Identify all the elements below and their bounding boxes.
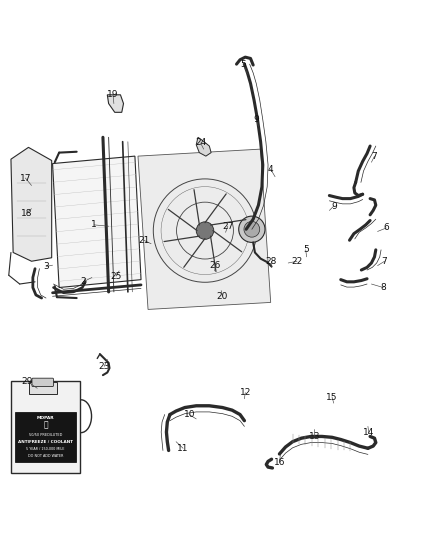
Text: 15: 15 xyxy=(326,392,338,401)
Polygon shape xyxy=(11,147,52,261)
Text: 12: 12 xyxy=(240,388,251,397)
Text: 19: 19 xyxy=(107,90,119,99)
Text: 25: 25 xyxy=(110,272,122,281)
Text: 20: 20 xyxy=(217,292,228,301)
Text: 27: 27 xyxy=(222,222,233,231)
Polygon shape xyxy=(107,95,124,112)
Text: Ⓜ: Ⓜ xyxy=(43,420,48,429)
Text: 9: 9 xyxy=(253,115,259,124)
Text: 5: 5 xyxy=(240,60,246,69)
Text: 17: 17 xyxy=(20,174,31,182)
Text: 13: 13 xyxy=(309,432,320,441)
Text: 16: 16 xyxy=(274,458,285,467)
Circle shape xyxy=(244,221,260,237)
Text: 23: 23 xyxy=(99,362,110,371)
Text: 26: 26 xyxy=(210,261,221,270)
Text: 9: 9 xyxy=(331,201,337,211)
Polygon shape xyxy=(196,138,211,156)
Circle shape xyxy=(196,222,214,239)
Text: 29: 29 xyxy=(21,377,33,386)
Text: ANTIFREEZE / COOLANT: ANTIFREEZE / COOLANT xyxy=(18,440,73,444)
Text: 18: 18 xyxy=(21,208,32,217)
Text: 1: 1 xyxy=(91,220,97,229)
FancyBboxPatch shape xyxy=(29,382,57,394)
Text: 5: 5 xyxy=(303,245,309,254)
Text: 22: 22 xyxy=(291,257,303,266)
Text: 2: 2 xyxy=(81,277,86,286)
Text: 14: 14 xyxy=(363,429,374,438)
FancyBboxPatch shape xyxy=(15,411,76,462)
Text: 21: 21 xyxy=(138,236,149,245)
Text: 7: 7 xyxy=(371,151,378,160)
Text: 28: 28 xyxy=(265,257,276,266)
Polygon shape xyxy=(138,149,271,310)
Text: 5 YEAR / 150,000 MILE: 5 YEAR / 150,000 MILE xyxy=(26,447,65,451)
Text: 10: 10 xyxy=(184,410,195,419)
Circle shape xyxy=(239,216,265,243)
Text: 4: 4 xyxy=(268,165,273,174)
Text: 11: 11 xyxy=(177,444,189,453)
Text: 6: 6 xyxy=(383,223,389,232)
FancyBboxPatch shape xyxy=(32,378,53,386)
FancyBboxPatch shape xyxy=(11,381,80,473)
Text: 24: 24 xyxy=(195,139,206,148)
Polygon shape xyxy=(53,156,141,287)
Text: 50/50 PREDILUTED: 50/50 PREDILUTED xyxy=(29,433,62,437)
Text: 3: 3 xyxy=(43,262,49,271)
Text: MOPAR: MOPAR xyxy=(37,416,54,420)
Text: DO NOT ADD WATER: DO NOT ADD WATER xyxy=(28,454,63,458)
Text: 7: 7 xyxy=(381,257,388,266)
Text: 8: 8 xyxy=(380,283,386,292)
